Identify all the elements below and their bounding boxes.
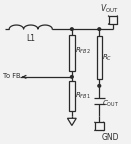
Text: $R_C$: $R_C$ <box>102 52 112 63</box>
Text: $R_{FB1}$: $R_{FB1}$ <box>75 91 91 101</box>
Circle shape <box>98 28 101 30</box>
Text: $C_{\rm OUT}$: $C_{\rm OUT}$ <box>102 98 119 109</box>
Bar <box>95 122 104 130</box>
Circle shape <box>98 85 101 87</box>
Text: $R_{FB2}$: $R_{FB2}$ <box>75 46 91 56</box>
Bar <box>69 82 75 111</box>
Text: $V_{\rm OUT}$: $V_{\rm OUT}$ <box>100 2 119 15</box>
Text: To FB: To FB <box>3 73 21 79</box>
Circle shape <box>70 28 73 30</box>
Bar <box>69 35 75 71</box>
Text: L1: L1 <box>26 35 35 43</box>
Circle shape <box>70 76 73 78</box>
Text: GND: GND <box>101 133 119 142</box>
Bar <box>109 16 117 24</box>
Bar <box>97 36 102 79</box>
Polygon shape <box>67 118 76 125</box>
